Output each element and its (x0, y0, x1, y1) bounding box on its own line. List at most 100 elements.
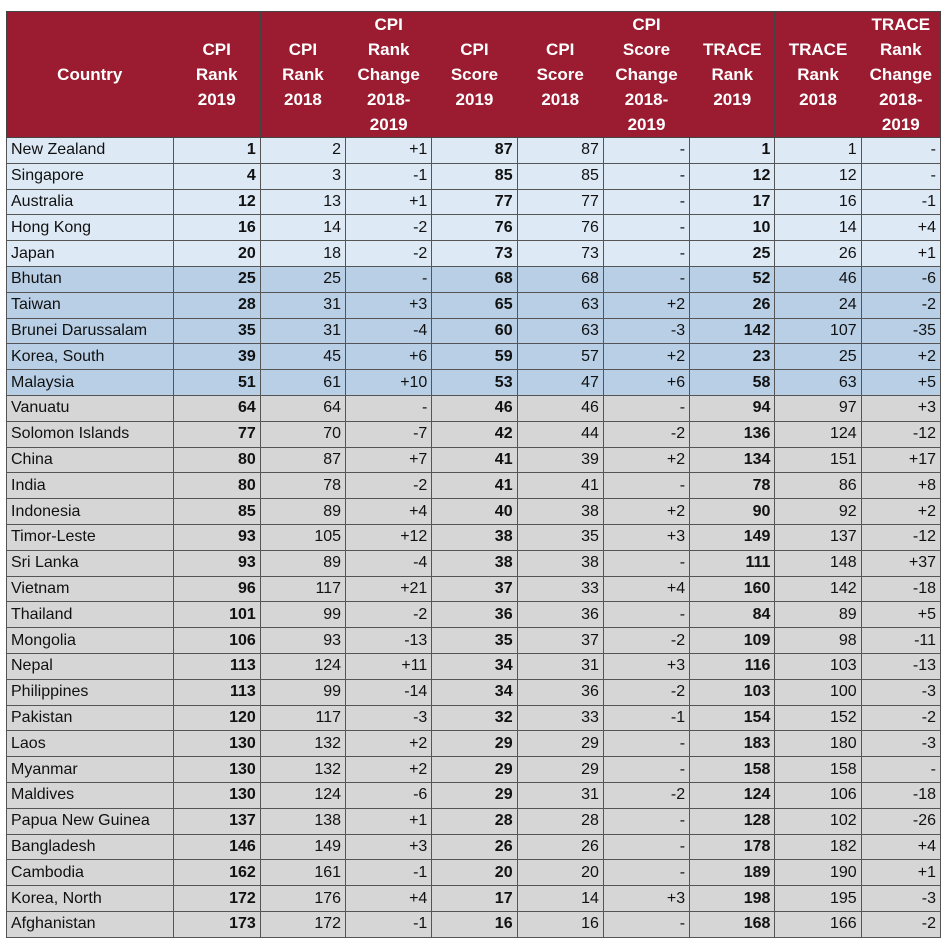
cell-cpi-rank-2019: 35 (172, 317, 261, 345)
cell-cpi-score-2019: 32 (431, 704, 518, 732)
cell-cpi-rank-2019: 16 (172, 214, 261, 242)
cell-cpi-rank-2018: 31 (259, 291, 347, 319)
cell-cpi-rank-change: +1 (345, 137, 433, 164)
cell-cpi-score-2018: 28 (516, 807, 604, 835)
cell-cpi-rank-change: +1 (345, 807, 433, 835)
cell-cpi-rank-2018: 87 (259, 446, 347, 474)
cell-cpi-score-2019: 53 (431, 369, 518, 396)
cell-cpi-score-2018: 38 (516, 498, 604, 525)
cell-trace-rank-change: +8 (860, 472, 942, 500)
cell-country: Indonesia (6, 498, 174, 525)
table-row: Maldives 130 124 -6 29 31 -2 124 106 -18 (6, 781, 942, 809)
cell-trace-rank-2019: 149 (689, 523, 776, 551)
table-row: Indonesia 85 89 +4 40 38 +2 90 92 +2 (6, 498, 942, 525)
cell-cpi-score-2018: 29 (516, 756, 604, 783)
cell-cpi-score-2018: 68 (516, 265, 604, 293)
cell-trace-rank-change: +2 (860, 343, 942, 371)
cell-cpi-rank-change: -2 (345, 214, 433, 242)
cell-trace-rank-change: +37 (860, 549, 942, 577)
cell-cpi-rank-change: -2 (345, 240, 433, 267)
cell-trace-rank-change: - (860, 756, 942, 783)
cell-cpi-score-change: - (602, 601, 691, 629)
cell-trace-rank-change: -3 (860, 678, 942, 706)
cell-trace-rank-2019: 116 (689, 652, 776, 680)
cell-cpi-score-2018: 76 (516, 214, 604, 242)
cell-trace-rank-2018: 180 (774, 730, 862, 758)
cell-trace-rank-2018: 46 (774, 265, 862, 293)
cell-cpi-rank-change: -1 (345, 162, 433, 190)
cell-trace-rank-2019: 134 (689, 446, 776, 474)
cell-cpi-score-change: - (602, 137, 691, 164)
cell-cpi-rank-2018: 105 (259, 523, 347, 551)
cell-cpi-rank-2019: 93 (172, 549, 261, 577)
cell-trace-rank-change: -3 (860, 885, 942, 912)
cell-cpi-score-2019: 34 (431, 652, 518, 680)
cell-cpi-rank-2018: 132 (259, 730, 347, 758)
cell-trace-rank-2018: 166 (774, 910, 862, 938)
cell-cpi-rank-2018: 25 (259, 265, 347, 293)
cell-cpi-rank-change: +1 (345, 188, 433, 216)
cell-country: Malaysia (6, 369, 174, 396)
cell-cpi-score-change: - (602, 214, 691, 242)
cell-cpi-score-2018: 63 (516, 291, 604, 319)
cell-trace-rank-2019: 198 (689, 885, 776, 912)
cell-country: Myanmar (6, 756, 174, 783)
cell-cpi-score-change: - (602, 859, 691, 887)
cpi-trace-table: Country CPI Rank 2019 CPI Rank 2018 CPI Ran… (6, 11, 942, 938)
cell-cpi-score-2018: 33 (516, 575, 604, 603)
header-trace-rank-2019: TRACE Rank 2019 (689, 11, 776, 138)
cell-cpi-score-2018: 14 (516, 885, 604, 912)
cell-country: Afghanistan (6, 910, 174, 938)
cell-cpi-rank-2019: 172 (172, 885, 261, 912)
cell-country: Philippines (6, 678, 174, 706)
cell-cpi-rank-change: +3 (345, 291, 433, 319)
table-row: China 80 87 +7 41 39 +2 134 151 +17 (6, 446, 942, 474)
cell-cpi-rank-2018: 89 (259, 498, 347, 525)
cell-cpi-rank-2019: 51 (172, 369, 261, 396)
cell-cpi-score-2019: 77 (431, 188, 518, 216)
cell-trace-rank-2018: 102 (774, 807, 862, 835)
cell-cpi-rank-2018: 18 (259, 240, 347, 267)
cell-trace-rank-2018: 103 (774, 652, 862, 680)
cell-trace-rank-2018: 107 (774, 317, 862, 345)
cell-trace-rank-2018: 152 (774, 704, 862, 732)
cell-cpi-score-2018: 77 (516, 188, 604, 216)
table-row: Sri Lanka 93 89 -4 38 38-111 148 +37 (6, 549, 942, 577)
cell-trace-rank-2019: 158 (689, 756, 776, 783)
cell-cpi-rank-2018: 117 (259, 704, 347, 732)
cell-cpi-rank-change: +2 (345, 730, 433, 758)
cell-cpi-score-2019: 29 (431, 756, 518, 783)
header-cpi-score-2018: CPI Score 2018 (516, 11, 604, 138)
cell-cpi-score-change: - (602, 240, 691, 267)
cell-cpi-rank-2018: 14 (259, 214, 347, 242)
cell-cpi-rank-2019: 113 (172, 678, 261, 706)
cell-cpi-rank-2019: 80 (172, 446, 261, 474)
cell-cpi-score-2019: 87 (431, 137, 518, 164)
table-row: Mongolia 106 93 -13 35 37 -2 109 98 -11 (6, 627, 942, 654)
cell-cpi-rank-2019: 120 (172, 704, 261, 732)
cell-trace-rank-change: +5 (860, 369, 942, 396)
cell-cpi-rank-2019: 173 (172, 910, 261, 938)
cell-cpi-score-2018: 73 (516, 240, 604, 267)
cell-country: Singapore (6, 162, 174, 190)
cell-cpi-rank-2019: 1 (172, 137, 261, 164)
table-row: Philippines 113 99 -14 34 36 -2 103 100 -3 (6, 678, 942, 706)
cell-cpi-score-2019: 17 (431, 885, 518, 912)
cell-cpi-rank-2019: 162 (172, 859, 261, 887)
cell-trace-rank-change: -6 (860, 265, 942, 293)
cell-cpi-rank-change: -1 (345, 859, 433, 887)
cell-country: Nepal (6, 652, 174, 680)
cell-cpi-rank-2018: 93 (259, 627, 347, 654)
cell-trace-rank-2019: 183 (689, 730, 776, 758)
cell-trace-rank-2019: 142 (689, 317, 776, 345)
cell-cpi-rank-2019: 77 (172, 420, 261, 448)
cell-country: Hong Kong (6, 214, 174, 242)
header-cpi-score-2019: CPI Score 2019 (431, 11, 518, 138)
cell-trace-rank-change: - (860, 137, 942, 164)
cell-cpi-score-2019: 41 (431, 446, 518, 474)
cell-country: Korea, North (6, 885, 174, 912)
cell-trace-rank-2018: 14 (774, 214, 862, 242)
cell-country: New Zealand (6, 137, 174, 164)
cell-cpi-score-change: - (602, 162, 691, 190)
cell-cpi-rank-2018: 99 (259, 601, 347, 629)
